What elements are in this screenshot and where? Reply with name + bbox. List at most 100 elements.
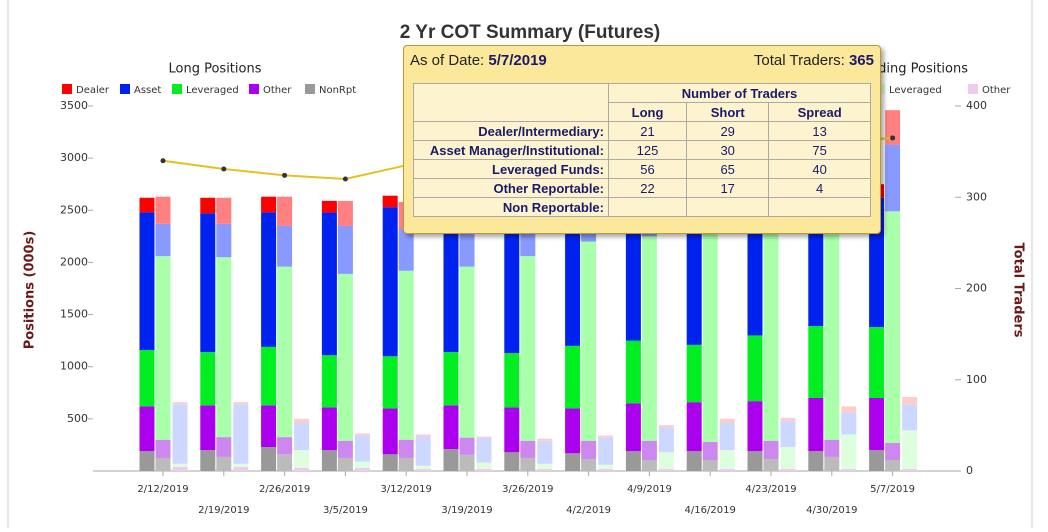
row-label: Other Reportable:: [413, 178, 609, 198]
bar-segment: [216, 257, 232, 438]
column-header: Spread: [768, 102, 871, 122]
bar-segment: [824, 456, 840, 471]
bar-segment: [841, 434, 857, 469]
bar-segment: [869, 398, 885, 451]
bar-segment: [398, 229, 414, 271]
y2-tick-label: 0: [966, 464, 973, 477]
bar-segment: [200, 405, 216, 451]
y2-tick-label: 100: [966, 373, 987, 386]
bar-segment: [537, 438, 553, 441]
bar-segment: [459, 226, 475, 267]
bar-segment: [294, 450, 310, 468]
bar-segment: [658, 468, 674, 471]
column-header: Short: [686, 102, 770, 122]
cell: 40: [768, 159, 871, 179]
bar-segment: [719, 423, 735, 451]
row-label: Leveraged Funds:: [413, 159, 609, 179]
bar-segment: [354, 461, 370, 468]
bar-segment: [702, 441, 718, 461]
bar-segment: [686, 402, 702, 452]
bar-segment: [702, 460, 718, 471]
bar-segment: [763, 232, 779, 441]
bar-segment: [504, 353, 520, 408]
bar-segment: [780, 468, 796, 471]
bar-segment: [719, 418, 735, 424]
bar-segment: [808, 451, 824, 471]
legend-label: Leveraged: [889, 85, 942, 96]
bar-segment: [780, 417, 796, 421]
bar-segment: [155, 196, 171, 224]
bar-segment: [702, 233, 718, 442]
bar-segment: [398, 439, 414, 458]
x-tick-label: 2/19/2019: [198, 505, 249, 516]
bar-segment: [520, 256, 536, 441]
bar-segment: [321, 212, 337, 356]
total-value: 365: [848, 52, 874, 69]
y2-tick-label: 200: [966, 282, 987, 295]
y-tick-label: 500: [67, 412, 88, 425]
table-row: Number of Traders: [413, 83, 871, 122]
bar-segment: [581, 241, 597, 441]
bar-segment: [233, 466, 249, 471]
bar-segment: [139, 451, 155, 471]
bar-segment: [658, 452, 674, 469]
bar-segment: [216, 437, 232, 457]
bar-segment: [354, 435, 370, 462]
row-label: Dealer/Intermediary:: [413, 121, 609, 141]
tooltip: As of Date: 5/7/2019 Total Traders: 365 …: [403, 45, 881, 234]
bar-segment: [172, 402, 188, 405]
row-label: Non Reportable:: [413, 197, 609, 217]
cell: 30: [686, 140, 770, 160]
bar-segment: [598, 437, 614, 465]
legend-label: Asset: [134, 85, 161, 96]
bar-segment: [841, 468, 857, 471]
bar-segment: [321, 407, 337, 451]
bar-segment: [233, 404, 249, 464]
x-tick-label: 3/5/2019: [323, 505, 368, 516]
bar-segment: [382, 207, 398, 357]
cell: 29: [686, 121, 770, 141]
table-row: Dealer/Intermediary: 21 29 13: [413, 121, 871, 141]
bar-segment: [747, 210, 763, 336]
x-tick-label: 3/12/2019: [381, 484, 432, 495]
bar-segment: [658, 427, 674, 453]
bar-segment: [261, 346, 277, 406]
bar-segment: [459, 437, 475, 455]
bar-segment: [233, 402, 249, 405]
x-tick-label: 2/26/2019: [259, 484, 310, 495]
legend-swatch: [305, 84, 315, 94]
bar-segment: [415, 465, 431, 469]
bar-segment: [337, 225, 353, 274]
date-value: 5/7/2019: [488, 52, 547, 69]
bar-segment: [808, 211, 824, 327]
bar-segment: [658, 425, 674, 428]
legend-swatch: [249, 84, 259, 94]
bar-segment: [625, 403, 641, 452]
bar-segment: [808, 398, 824, 452]
traders-point: [221, 166, 227, 172]
bar-segment: [139, 197, 155, 213]
bar-segment: [841, 406, 857, 413]
bar-segment: [885, 144, 901, 212]
bar-segment: [172, 404, 188, 464]
legend-label: NonRpt: [319, 85, 356, 96]
x-tick-label: 2/12/2019: [137, 484, 188, 495]
y-tick-label: 1000: [60, 360, 88, 373]
bar-segment: [382, 195, 398, 208]
x-tick-label: 4/23/2019: [745, 484, 796, 495]
legend-swatch: [62, 84, 72, 94]
chart-title: 2 Yr COT Summary (Futures): [400, 22, 660, 43]
traders-point: [282, 172, 288, 178]
bar-segment: [261, 212, 277, 347]
legend-swatch: [120, 84, 130, 94]
tooltip-table: Number of Traders Long Short Spread Dealer/I…: [413, 83, 871, 217]
bar-segment: [902, 468, 918, 471]
bar-segment: [565, 345, 581, 409]
bar-segment: [172, 466, 188, 471]
bar-segment: [337, 440, 353, 458]
y-axis-title: Positions (000s): [23, 231, 38, 350]
legend-swatch: [968, 84, 978, 94]
bar-segment: [719, 468, 735, 471]
cell: 17: [686, 178, 770, 198]
x-tick-label: 4/2/2019: [566, 505, 611, 516]
